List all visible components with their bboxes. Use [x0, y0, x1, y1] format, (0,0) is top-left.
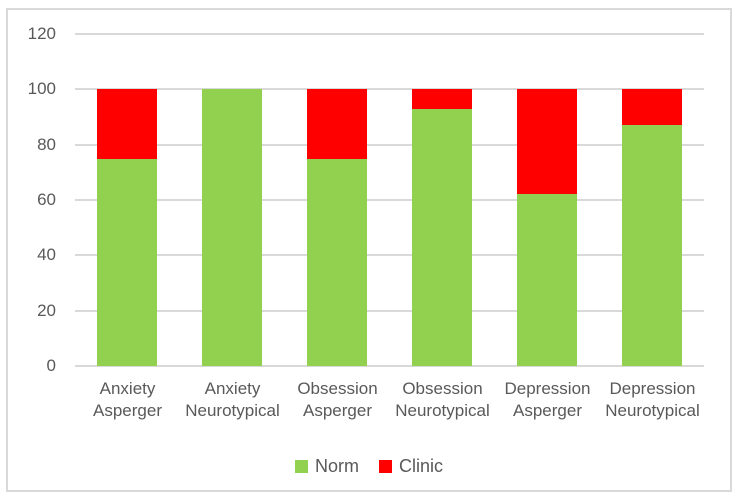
x-label-anxiety-neurotypical: Anxiety Neurotypical: [185, 379, 280, 420]
bar-anxiety-neurotypical: [202, 89, 263, 366]
bar-segment-norm-obsession-neurotypical: [411, 108, 472, 366]
y-tick-label-60: 60: [37, 190, 56, 209]
bars-row: [75, 34, 704, 366]
gridline-20: [75, 309, 704, 312]
bar-segment-norm-depression-asperger: [516, 194, 577, 366]
y-tick-label-80: 80: [37, 134, 56, 154]
bar-segment-norm-anxiety-asperger: [97, 158, 158, 366]
gridline-100: [75, 88, 704, 91]
x-label-depression-asperger: Depression Asperger: [504, 379, 591, 420]
gridline-120: [75, 33, 704, 35]
bar-segment-clinic-depression-asperger: [516, 89, 577, 195]
gridline-40: [75, 254, 704, 257]
y-tick-label-0: 0: [46, 356, 56, 375]
chart-figure: 0 20 40 60 80 100 120 Anxiety Asperger Anxiety Ne…: [6, 8, 732, 492]
bar-anxiety-asperger: [97, 89, 158, 366]
legend-label-norm: Norm: [314, 455, 359, 476]
legend: Norm Clinic: [8, 454, 730, 478]
y-tick-label-40: 40: [37, 245, 56, 265]
legend-swatch-clinic: [378, 459, 392, 473]
y-tick-label-20: 20: [37, 300, 56, 320]
legend-swatch-norm: [294, 459, 308, 473]
gridline-0: [75, 365, 704, 367]
x-axis-labels: Anxiety Asperger Anxiety Neurotypical Obsess…: [75, 378, 704, 422]
x-label-depression-neurotypical: Depression Neurotypical: [605, 379, 700, 420]
plot-area: [75, 33, 704, 367]
bar-obsession-neurotypical: [411, 89, 472, 366]
y-tick-label-120: 120: [27, 24, 56, 43]
y-axis: 0 20 40 60 80 100 120: [8, 10, 56, 490]
bar-segment-norm-anxiety-neurotypical: [202, 89, 263, 366]
bar-segment-clinic-anxiety-asperger: [97, 89, 158, 159]
bar-obsession-asperger: [307, 89, 368, 366]
bar-depression-asperger: [516, 89, 577, 366]
bar-segment-norm-obsession-asperger: [307, 158, 368, 366]
bar-segment-clinic-depression-neurotypical: [621, 89, 682, 126]
y-tick-label-100: 100: [27, 79, 56, 99]
x-label-obsession-neurotypical: Obsession Neurotypical: [395, 379, 490, 420]
bar-segment-clinic-obsession-asperger: [307, 89, 368, 159]
x-label-obsession-asperger: Obsession Asperger: [297, 379, 378, 420]
x-label-anxiety-asperger: Anxiety Asperger: [93, 379, 162, 420]
bar-segment-norm-depression-neurotypical: [621, 125, 682, 366]
gridline-60: [75, 199, 704, 201]
bar-segment-clinic-obsession-neurotypical: [411, 89, 472, 109]
legend-label-clinic: Clinic: [398, 455, 443, 476]
gridline-80: [75, 143, 704, 146]
bar-depression-neurotypical: [621, 89, 682, 366]
